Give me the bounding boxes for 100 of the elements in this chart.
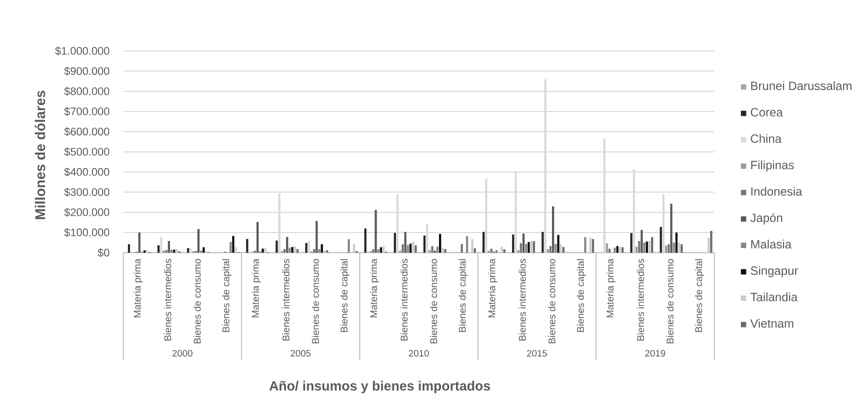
bar: [490, 248, 492, 253]
x-tick-label: Materia prima: [488, 258, 498, 318]
bar: [262, 248, 264, 253]
bar: [348, 239, 350, 253]
x-tick-label: Bienes de consumo: [312, 258, 319, 344]
bar: [549, 246, 552, 253]
bar: [246, 238, 248, 253]
bar: [190, 248, 192, 253]
bar: [618, 247, 622, 253]
bar: [675, 232, 678, 253]
bar: [552, 206, 554, 253]
legend-label: Indonesia: [751, 186, 802, 196]
x-axis-title: Año/ insumos y bienes importados: [269, 380, 490, 394]
bar: [651, 237, 654, 253]
x-tick-label: Bienes de capital: [222, 259, 232, 332]
bar: [197, 229, 200, 253]
bar: [517, 250, 520, 253]
bar: [294, 246, 296, 253]
bar: [276, 240, 278, 253]
bar: [232, 236, 234, 253]
bar: [230, 242, 232, 253]
bar: [672, 242, 675, 253]
y-tick-label: $600.000: [64, 127, 110, 136]
legend-label: Vietnam: [750, 318, 794, 328]
bar: [316, 221, 318, 253]
bar: [522, 234, 525, 253]
legend-label: Corea: [750, 108, 783, 116]
bar: [423, 236, 426, 253]
bar: [364, 228, 366, 253]
x-tick-label: Bienes de capital: [694, 259, 704, 332]
bar: [512, 234, 514, 253]
bar: [638, 240, 640, 253]
bar: [394, 232, 396, 253]
legend-label: Malasia: [751, 240, 792, 248]
bar: [442, 248, 444, 253]
y-tick-label: $0: [98, 248, 110, 258]
bar: [614, 248, 616, 253]
bar: [520, 243, 522, 253]
bar: [187, 248, 190, 253]
text: 2015: [527, 350, 547, 357]
bar: [439, 234, 442, 253]
legend-label: China: [750, 134, 782, 143]
bar: [560, 244, 562, 253]
bar: [138, 232, 140, 253]
bar: [680, 244, 683, 253]
bar: [308, 240, 310, 253]
bar: [202, 247, 205, 253]
bar: [176, 249, 178, 253]
legend-label: Filipinas: [751, 160, 794, 172]
bar: [606, 243, 608, 253]
bar: [660, 226, 662, 253]
legend-label: Tailandia: [750, 292, 798, 302]
bar: [635, 246, 638, 253]
bar: [168, 240, 170, 253]
x-tick-label: Bienes intermedios: [164, 258, 172, 341]
y-axis-title: Millones de dólares: [34, 90, 46, 220]
bar: [406, 245, 409, 253]
bar: [264, 248, 266, 253]
bar: [616, 246, 618, 253]
x-tick-label: Bienes de consumo: [666, 258, 674, 344]
bar: [592, 238, 594, 253]
x-tick-label: Bienes de capital: [576, 259, 586, 332]
y-tick-label: $300.000: [64, 188, 110, 197]
bar: [234, 247, 237, 253]
bar: [584, 237, 586, 253]
x-tick-label: Materia prima: [606, 258, 616, 318]
bar: [288, 248, 291, 253]
bar: [708, 238, 710, 253]
bar: [668, 244, 670, 253]
text: 2005: [290, 350, 311, 357]
y-tick-label: $900.000: [64, 66, 110, 76]
bar: [402, 244, 404, 253]
x-tick-label: Materia prima: [370, 258, 379, 318]
bar: [710, 230, 712, 253]
bar: [173, 250, 176, 253]
bar: [589, 238, 592, 253]
y-tick-label: $400.000: [64, 168, 110, 176]
bar: [643, 242, 646, 253]
x-tick-label: Bienes de consumo: [430, 258, 438, 344]
x-tick-label: Bienes intermedios: [518, 258, 526, 341]
x-tick-label: Materia prima: [134, 258, 143, 318]
bar: [165, 250, 168, 253]
bar: [466, 236, 468, 253]
bar: [471, 239, 474, 253]
bar: [318, 249, 320, 253]
bar: [608, 248, 611, 253]
bar: [444, 249, 446, 253]
x-tick-label: Bienes de consumo: [548, 258, 556, 344]
bar: [528, 242, 530, 253]
bar: [296, 249, 299, 253]
bar: [496, 250, 498, 253]
x-tick-label: Bienes de capital: [340, 259, 350, 332]
x-tick-label: Bienes intermedios: [400, 258, 408, 341]
bar: [374, 210, 377, 253]
legend-label: Singapur: [750, 266, 798, 278]
x-tick-label: Bienes de consumo: [194, 258, 201, 344]
bar: [320, 244, 323, 253]
bar: [286, 236, 288, 253]
y-tick-label: $1.000.000: [55, 46, 110, 56]
bar: [474, 248, 476, 253]
